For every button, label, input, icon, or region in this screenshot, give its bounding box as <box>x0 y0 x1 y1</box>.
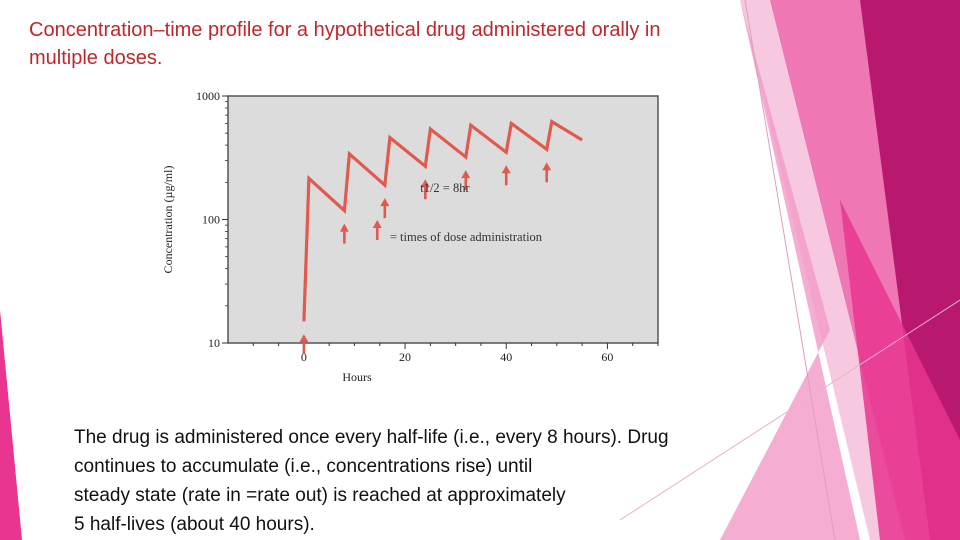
dose-arrow-icon <box>461 170 471 191</box>
legend-dose-arrow-icon <box>372 219 382 240</box>
x-tick-label: 60 <box>601 350 613 364</box>
x-tick-label: 40 <box>500 350 512 364</box>
slide-title: Concentration–time profile for a hypothe… <box>29 16 749 72</box>
decor-left-pink-strip <box>0 310 22 540</box>
dose-arrow-icon <box>542 162 552 183</box>
y-tick-label: 100 <box>202 213 220 227</box>
body-line: continues to accumulate (i.e., concentra… <box>74 456 533 477</box>
decor-right-triangle <box>720 0 860 540</box>
decor-right-pink-wedge <box>840 200 960 540</box>
body-line: steady state (rate in =rate out) is reac… <box>74 485 566 506</box>
x-tick-label: 0 <box>301 350 307 364</box>
x-axis-label: Hours <box>342 370 372 384</box>
dose-arrow-icon <box>339 223 349 244</box>
decor-thin-line-2 <box>619 299 960 521</box>
dose-arrow-icon <box>501 165 511 186</box>
y-axis-label: Concentration (µg/ml) <box>161 166 175 274</box>
dose-arrow-icon <box>420 179 430 200</box>
concentration-curve <box>302 119 583 322</box>
half-life-annotation: t1/2 = 8hr <box>420 181 470 195</box>
legend-arrow-shape <box>372 219 382 240</box>
y-tick-label: 10 <box>208 336 220 350</box>
legend-dose-label: = times of dose administration <box>390 230 543 244</box>
decor-thin-line <box>744 0 836 540</box>
dose-arrow-icon <box>380 198 390 219</box>
y-tick-label: 1000 <box>196 89 220 103</box>
slide-title-line: multiple doses. <box>29 47 163 69</box>
body-line: The drug is administered once every half… <box>74 427 669 448</box>
dose-arrow-icon <box>299 334 309 355</box>
concentration-time-chart: 10 100 1000 0 20 40 60 t1/2 = 8hr = times of … <box>161 89 659 384</box>
slide-title-line: Concentration–time profile for a hypothe… <box>29 19 661 41</box>
x-tick-label: 20 <box>399 350 411 364</box>
slide-body-text: The drug is administered once every half… <box>74 423 774 539</box>
body-line: 5 half-lives (about 40 hours). <box>74 514 315 535</box>
plot-background <box>227 95 659 344</box>
